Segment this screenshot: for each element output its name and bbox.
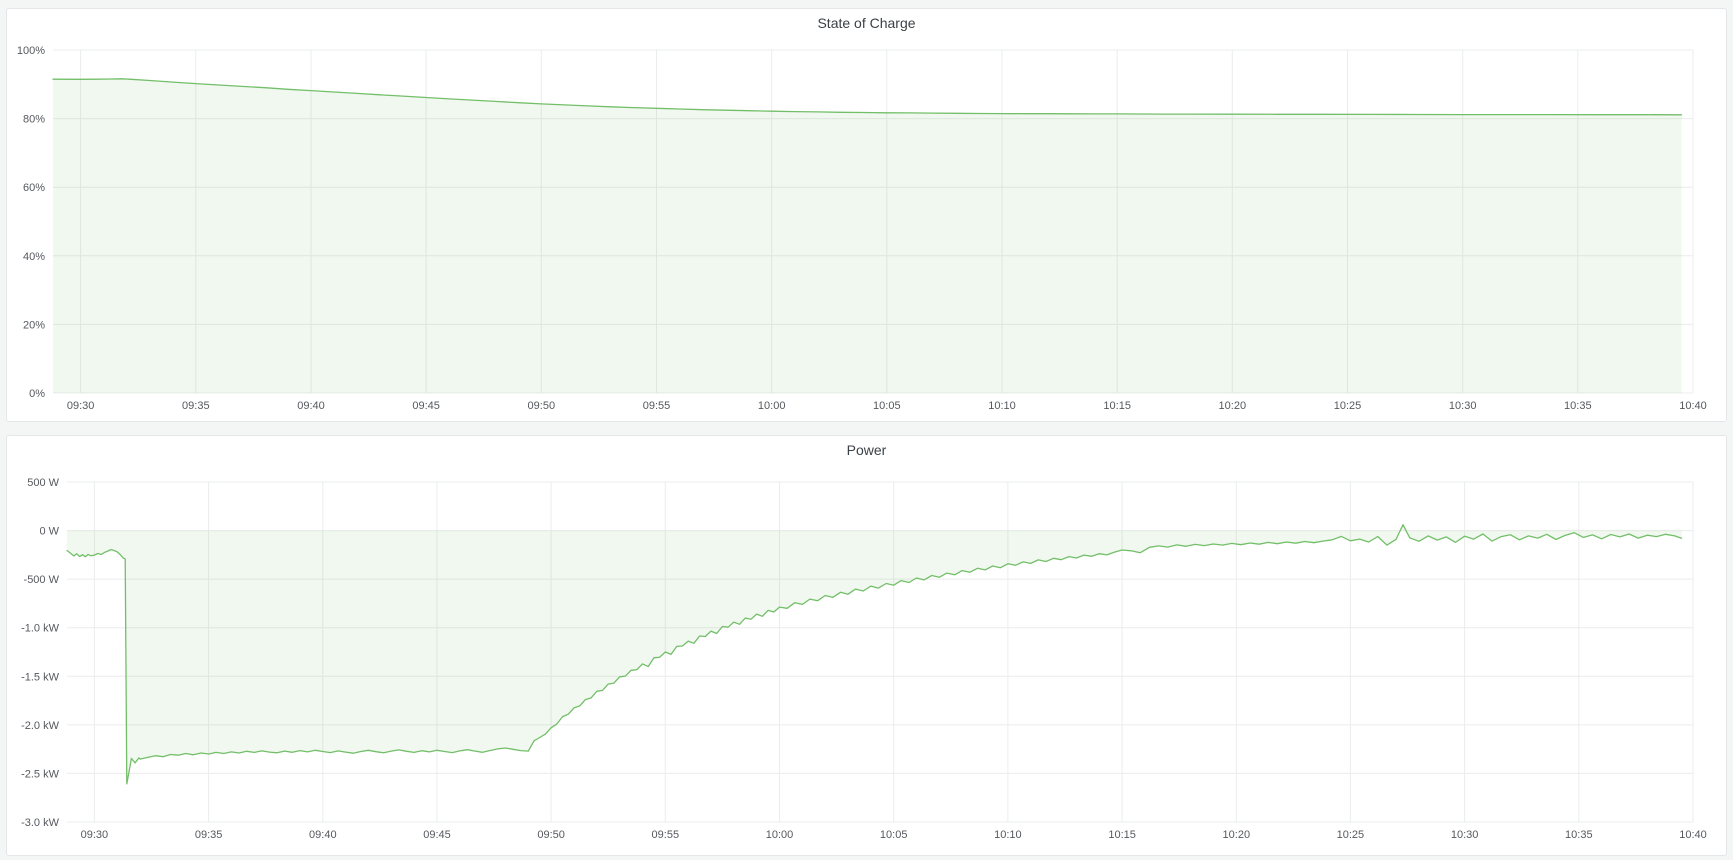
svg-text:0%: 0% — [29, 388, 45, 400]
svg-text:10:05: 10:05 — [880, 829, 908, 841]
power-chart[interactable]: 500 W 0 W -500 W -1.0 kW -1.5 kW -2.0 kW -2.5 … — [7, 460, 1726, 855]
svg-text:10:20: 10:20 — [1219, 400, 1247, 412]
svg-text:100%: 100% — [17, 45, 45, 57]
svg-text:09:35: 09:35 — [195, 829, 223, 841]
svg-text:-500 W: -500 W — [24, 574, 60, 586]
svg-text:-1.5 kW: -1.5 kW — [21, 671, 60, 683]
svg-text:10:20: 10:20 — [1223, 829, 1251, 841]
svg-text:10:25: 10:25 — [1337, 829, 1365, 841]
svg-text:09:50: 09:50 — [528, 400, 556, 412]
svg-text:09:30: 09:30 — [81, 829, 109, 841]
svg-text:10:40: 10:40 — [1679, 400, 1707, 412]
svg-text:09:55: 09:55 — [652, 829, 680, 841]
panel-title-power[interactable]: Power — [846, 442, 887, 458]
svg-text:10:30: 10:30 — [1451, 829, 1479, 841]
svg-text:09:40: 09:40 — [309, 829, 337, 841]
svg-text:10:40: 10:40 — [1679, 829, 1707, 841]
svg-text:10:00: 10:00 — [758, 400, 786, 412]
svg-text:10:05: 10:05 — [873, 400, 901, 412]
svg-text:10:15: 10:15 — [1103, 400, 1131, 412]
panel-power: Power 500 W 0 W -500 W -1.0 kW -1.5 kW -2.0 k… — [6, 435, 1727, 856]
svg-text:09:35: 09:35 — [182, 400, 210, 412]
svg-text:-1.0 kW: -1.0 kW — [21, 623, 60, 635]
svg-text:10:30: 10:30 — [1449, 400, 1477, 412]
svg-text:09:40: 09:40 — [297, 400, 325, 412]
svg-text:0 W: 0 W — [39, 526, 59, 538]
svg-text:10:10: 10:10 — [994, 829, 1022, 841]
svg-text:80%: 80% — [23, 114, 45, 126]
svg-text:60%: 60% — [23, 182, 45, 194]
svg-text:09:55: 09:55 — [643, 400, 671, 412]
svg-text:10:35: 10:35 — [1564, 400, 1592, 412]
svg-text:40%: 40% — [23, 251, 45, 263]
svg-text:09:45: 09:45 — [423, 829, 451, 841]
svg-text:-3.0 kW: -3.0 kW — [21, 817, 60, 829]
svg-text:20%: 20% — [23, 319, 45, 331]
svg-text:500 W: 500 W — [27, 477, 59, 489]
panel-state-of-charge: State of Charge 100% 80% 60% 40% 20% 0% 09:30 0… — [6, 8, 1727, 422]
state-of-charge-chart[interactable]: 100% 80% 60% 40% 20% 0% 09:30 09:35 09:40 09:45 09… — [7, 33, 1726, 421]
svg-text:09:45: 09:45 — [412, 400, 440, 412]
svg-text:10:35: 10:35 — [1565, 829, 1593, 841]
svg-text:10:10: 10:10 — [988, 400, 1016, 412]
svg-text:10:00: 10:00 — [766, 829, 794, 841]
svg-text:-2.0 kW: -2.0 kW — [21, 720, 60, 732]
svg-text:-2.5 kW: -2.5 kW — [21, 768, 60, 780]
panel-title-state-of-charge[interactable]: State of Charge — [817, 15, 916, 31]
svg-text:09:50: 09:50 — [537, 829, 565, 841]
svg-text:10:25: 10:25 — [1334, 400, 1362, 412]
svg-text:09:30: 09:30 — [67, 400, 95, 412]
svg-text:10:15: 10:15 — [1108, 829, 1136, 841]
